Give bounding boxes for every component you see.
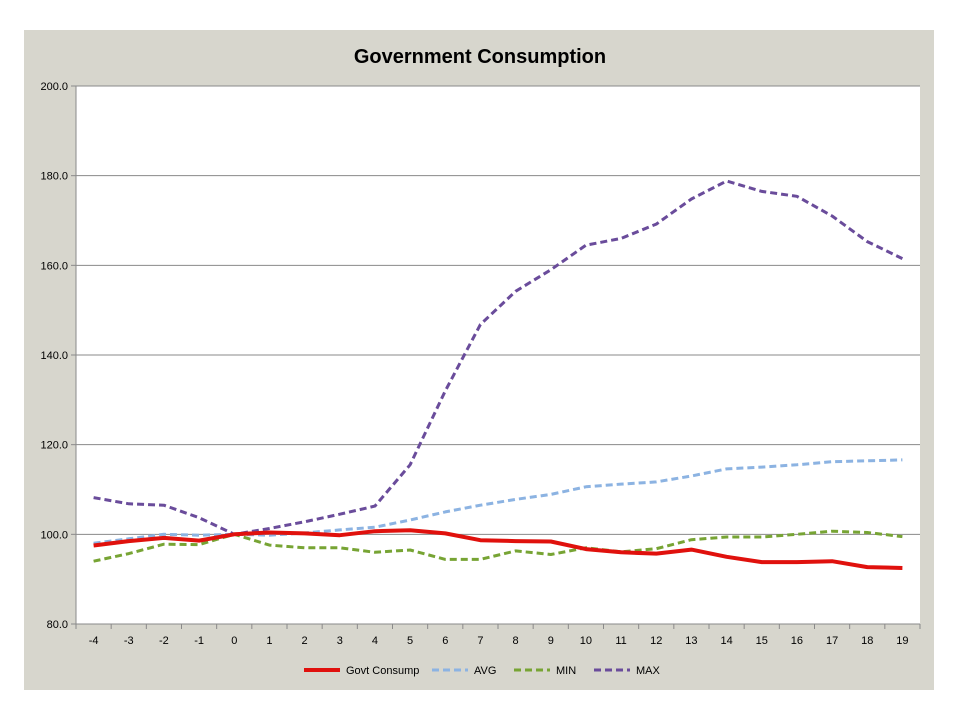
- x-tick-label: 19: [896, 635, 908, 647]
- x-tick-label: 4: [372, 635, 378, 647]
- legend-label: MAX: [636, 665, 661, 677]
- y-tick-label: 140.0: [40, 350, 68, 362]
- x-tick-label: 10: [580, 635, 592, 647]
- x-tick-label: 17: [826, 635, 838, 647]
- x-tick-label: 11: [615, 635, 626, 647]
- x-tick-label: 14: [720, 635, 732, 647]
- legend-label: AVG: [474, 665, 496, 677]
- y-tick-label: 160.0: [40, 260, 68, 272]
- x-tick-label: 0: [231, 635, 237, 647]
- x-tick-label: 2: [302, 635, 308, 647]
- x-tick-label: 9: [548, 635, 554, 647]
- x-tick-label: -2: [159, 635, 169, 647]
- chart: Government Consumption 80.0100.0120.0140…: [40, 46, 921, 677]
- x-tick-label: 3: [337, 635, 343, 647]
- y-tick-label: 200.0: [40, 81, 68, 93]
- x-tick-label: 1: [266, 635, 272, 647]
- x-tick-label: -3: [124, 635, 134, 647]
- series-line-govt-consump: [93, 528, 903, 570]
- legend-label: Govt Consump: [346, 665, 419, 677]
- x-tick-label: 8: [513, 635, 519, 647]
- x-tick-label: 18: [861, 635, 873, 647]
- x-tick-label: -1: [194, 635, 204, 647]
- chart-frame: Government Consumption 80.0 100.0 120.0 140…: [24, 30, 934, 690]
- x-tick-label: 16: [791, 635, 803, 647]
- chart-title: Government Consumption: [354, 46, 606, 68]
- x-tick-label: 6: [442, 635, 448, 647]
- y-tick-label: 100.0: [40, 529, 68, 541]
- legend-label: MIN: [556, 665, 576, 677]
- x-tick-label: 15: [756, 635, 768, 647]
- x-tick-label: 5: [407, 635, 413, 647]
- y-tick-label: 180.0: [40, 171, 68, 183]
- x-tick-label: -4: [89, 635, 99, 647]
- x-tick-label: 7: [477, 635, 483, 647]
- y-tick-label: 120.0: [40, 440, 68, 452]
- x-tick-label: 13: [685, 635, 697, 647]
- x-tick-label: 12: [650, 635, 662, 647]
- y-tick-label: 80.0: [47, 619, 68, 631]
